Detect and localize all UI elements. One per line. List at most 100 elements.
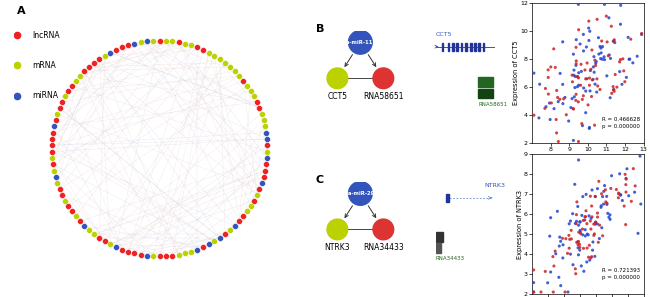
Bar [436,232,443,241]
Point [615,57,625,62]
Point [551,117,562,122]
Text: CCT5: CCT5 [328,92,347,101]
Point [545,270,556,274]
Point [571,61,581,66]
Bar [452,43,454,50]
Point [592,17,603,22]
Text: RNA58651: RNA58651 [363,92,404,101]
Point [576,62,586,67]
Point [573,245,583,250]
Point [591,59,601,64]
X-axis label: Expression of RNA58651: Expression of RNA58651 [547,155,629,161]
Point [528,113,539,118]
Point [571,37,582,42]
Text: R = 0.466628
p = 0.000000: R = 0.466628 p = 0.000000 [602,117,640,129]
Point [543,280,553,285]
Point [578,246,589,251]
Point [626,199,636,204]
Point [571,200,582,204]
Point [584,29,595,34]
Point [590,194,601,199]
Point [554,97,565,102]
Point [536,290,546,294]
Point [575,242,585,247]
Point [557,236,567,241]
Point [608,39,618,44]
Point [571,212,582,217]
Text: C: C [316,175,324,185]
Circle shape [348,181,372,205]
Point [575,228,586,233]
Point [582,246,592,250]
Point [558,97,569,101]
Point [582,232,592,236]
Point [595,56,606,61]
Point [584,26,594,31]
Point [569,85,580,90]
Point [567,96,577,101]
Point [614,191,624,195]
Bar [442,43,443,50]
Point [583,255,593,260]
Point [586,227,596,231]
Point [593,240,603,245]
Point [578,194,588,199]
Point [540,106,550,111]
Point [618,56,628,61]
Point [599,2,610,7]
Point [608,87,619,92]
Point [534,116,544,120]
Point [575,245,585,250]
Point [566,252,576,257]
Point [578,218,588,223]
Y-axis label: Expression of CCT5: Expression of CCT5 [513,41,519,105]
Point [575,42,585,46]
Point [602,73,612,78]
Point [586,216,596,221]
Point [571,63,581,68]
Bar [465,43,467,50]
Text: RNA34433: RNA34433 [363,243,404,252]
Point [558,256,568,260]
Point [567,79,578,84]
Point [620,172,630,177]
Point [549,106,559,111]
Point [596,205,606,210]
Point [590,254,600,259]
Point [580,214,590,219]
Point [571,92,581,97]
Text: miRNA: miRNA [32,91,58,100]
Point [580,214,591,219]
Point [570,221,580,226]
Point [569,94,580,99]
Point [576,69,586,74]
Point [568,138,578,143]
Point [584,214,594,218]
Point [610,40,620,45]
Bar [470,43,472,50]
Point [616,3,626,8]
Point [614,69,625,74]
Point [584,126,595,131]
Point [528,290,539,294]
Bar [436,243,441,253]
Point [552,95,563,100]
Point [562,251,573,256]
Point [582,61,592,65]
Text: NTRK3: NTRK3 [324,243,350,252]
Point [605,95,616,100]
Point [573,75,583,79]
Point [546,101,556,105]
Point [545,117,555,122]
Point [554,244,564,248]
Point [582,260,592,264]
Point [550,249,560,254]
Point [589,232,599,236]
Point [587,48,597,52]
Point [586,254,597,259]
Point [573,83,584,88]
Point [605,217,616,222]
Point [599,54,609,59]
Point [578,49,589,53]
Point [584,243,595,248]
